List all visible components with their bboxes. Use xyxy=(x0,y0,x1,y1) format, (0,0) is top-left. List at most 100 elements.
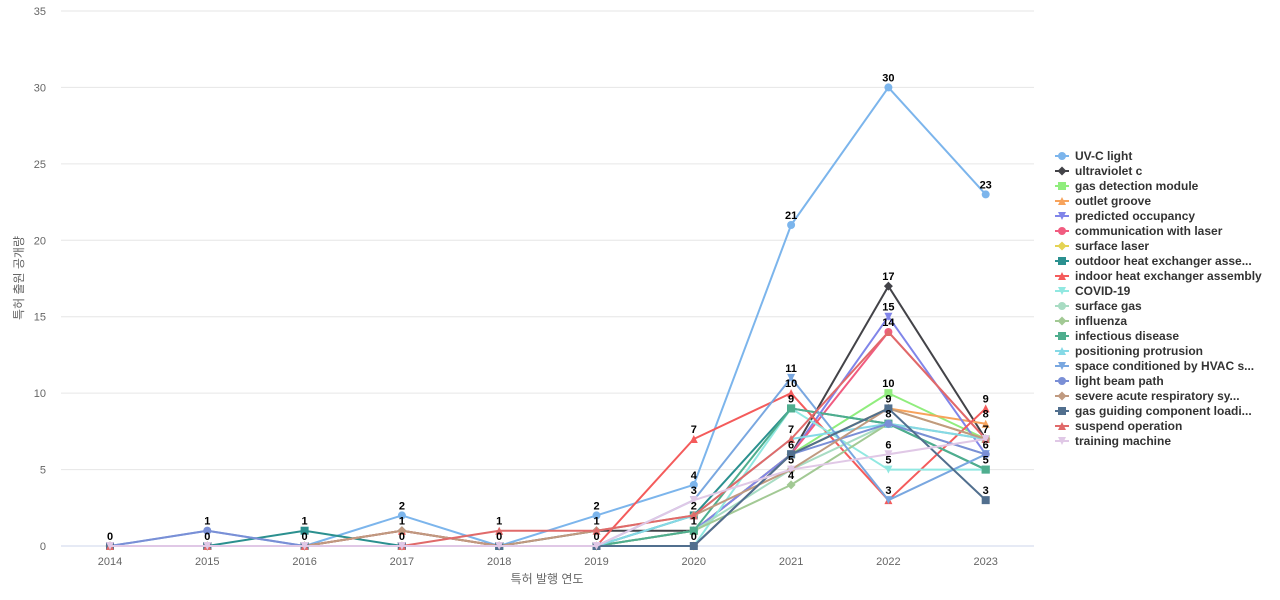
data-label: 0 xyxy=(302,531,308,543)
legend-item[interactable]: space conditioned by HVAC s... xyxy=(1055,359,1254,373)
legend-marker xyxy=(1058,272,1066,280)
legend-label: positioning protrusion xyxy=(1075,344,1203,358)
grid-lines xyxy=(61,10,1034,471)
data-label: 2 xyxy=(691,500,697,512)
data-label: 17 xyxy=(882,271,894,283)
data-label: 2 xyxy=(399,500,405,512)
data-label: 4 xyxy=(788,470,795,482)
legend-marker xyxy=(1058,287,1066,295)
legend-item[interactable]: predicted occupancy xyxy=(1055,209,1195,223)
data-label: 4 xyxy=(691,470,698,482)
legend-label: surface laser xyxy=(1075,239,1149,253)
legend-item[interactable]: training machine xyxy=(1055,434,1171,448)
data-label: 9 xyxy=(983,393,989,405)
legend-label: communication with laser xyxy=(1075,224,1223,238)
data-point xyxy=(689,480,698,489)
series-line xyxy=(109,422,986,547)
legend-marker xyxy=(1058,212,1066,220)
data-point xyxy=(787,404,796,413)
data-point xyxy=(203,526,212,535)
y-tick-label: 25 xyxy=(34,159,46,171)
data-label: 0 xyxy=(107,531,113,543)
legend-marker xyxy=(1057,241,1067,251)
data-label: 6 xyxy=(983,439,989,451)
legend-label: indoor heat exchanger assembly xyxy=(1075,269,1262,283)
x-tick-label: 2016 xyxy=(292,556,316,568)
data-point xyxy=(981,190,990,199)
data-label: 3 xyxy=(691,485,697,497)
legend-item[interactable]: surface laser xyxy=(1055,239,1149,253)
data-point xyxy=(981,404,990,413)
legend-item[interactable]: indoor heat exchanger assembly xyxy=(1055,269,1262,283)
series-7 xyxy=(106,404,990,550)
data-label: 1 xyxy=(496,516,502,528)
legend-marker xyxy=(1058,227,1066,235)
legend-item[interactable]: outdoor heat exchanger asse... xyxy=(1055,254,1252,268)
data-label: 1 xyxy=(302,516,308,528)
series-line xyxy=(110,407,986,547)
data-point xyxy=(787,221,796,229)
legend-item[interactable]: suspend operation xyxy=(1055,419,1182,433)
data-point xyxy=(203,542,212,550)
data-label: 14 xyxy=(882,317,895,329)
y-tick-label: 30 xyxy=(34,82,46,94)
data-point xyxy=(884,419,893,428)
legend-item[interactable]: communication with laser xyxy=(1055,224,1223,238)
legend-label: severe acute respiratory sy... xyxy=(1075,389,1240,403)
data-point xyxy=(787,389,796,398)
legend-item[interactable]: outlet groove xyxy=(1055,194,1151,208)
data-point xyxy=(981,435,990,443)
data-point xyxy=(592,511,601,520)
legend-item[interactable]: gas guiding component loadi... xyxy=(1055,404,1252,418)
legend-marker xyxy=(1058,377,1066,385)
legend-item[interactable]: positioning protrusion xyxy=(1055,344,1203,358)
legend-marker xyxy=(1058,257,1066,265)
data-point xyxy=(884,496,893,505)
legend-item[interactable]: light beam path xyxy=(1055,374,1164,388)
legend-label: outlet groove xyxy=(1075,194,1151,208)
legend-marker xyxy=(1058,197,1066,205)
data-point xyxy=(787,373,796,382)
data-point xyxy=(592,542,601,550)
legend-item[interactable]: UV-C light xyxy=(1055,149,1132,163)
legend-item[interactable]: severe acute respiratory sy... xyxy=(1055,389,1240,403)
data-label: 0 xyxy=(691,531,697,543)
legend-item[interactable]: ultraviolet c xyxy=(1055,164,1143,178)
series-line xyxy=(110,315,987,547)
data-label: 5 xyxy=(983,455,989,467)
legend-item[interactable]: COVID-19 xyxy=(1055,284,1131,298)
data-point xyxy=(981,419,990,428)
legend-marker xyxy=(1057,166,1067,176)
legend-marker xyxy=(1058,362,1066,370)
y-tick-label: 0 xyxy=(40,541,46,553)
data-point xyxy=(495,542,504,550)
data-point xyxy=(592,526,601,535)
legend-item[interactable]: influenza xyxy=(1055,314,1127,328)
data-label: 21 xyxy=(785,210,797,222)
data-point xyxy=(787,435,796,443)
data-label: 5 xyxy=(788,455,794,467)
data-point xyxy=(106,542,114,550)
series-17 xyxy=(106,404,990,550)
data-point xyxy=(883,281,893,291)
legend-item[interactable]: gas detection module xyxy=(1055,179,1199,193)
series-14 xyxy=(106,373,990,550)
series-4 xyxy=(106,312,990,550)
y-tick-label: 15 xyxy=(34,312,46,324)
legend-marker xyxy=(1058,152,1066,160)
x-tick-label: 2017 xyxy=(390,556,414,568)
series-9 xyxy=(106,404,990,550)
legend-item[interactable]: infectious disease xyxy=(1055,329,1179,343)
series-line xyxy=(110,285,987,547)
legend-marker xyxy=(1058,332,1066,340)
legend-label: space conditioned by HVAC s... xyxy=(1075,359,1254,373)
data-point xyxy=(689,511,698,520)
legend-item[interactable]: surface gas xyxy=(1055,299,1142,313)
legend-marker xyxy=(1058,437,1066,445)
data-labels: 0101021010210743210211110976543017151410… xyxy=(107,72,992,543)
data-point xyxy=(981,450,990,459)
data-point xyxy=(786,480,796,490)
y-axis-ticks: 0 5 10 15 20 25 30 35 xyxy=(34,6,46,553)
data-label: 9 xyxy=(885,393,891,405)
